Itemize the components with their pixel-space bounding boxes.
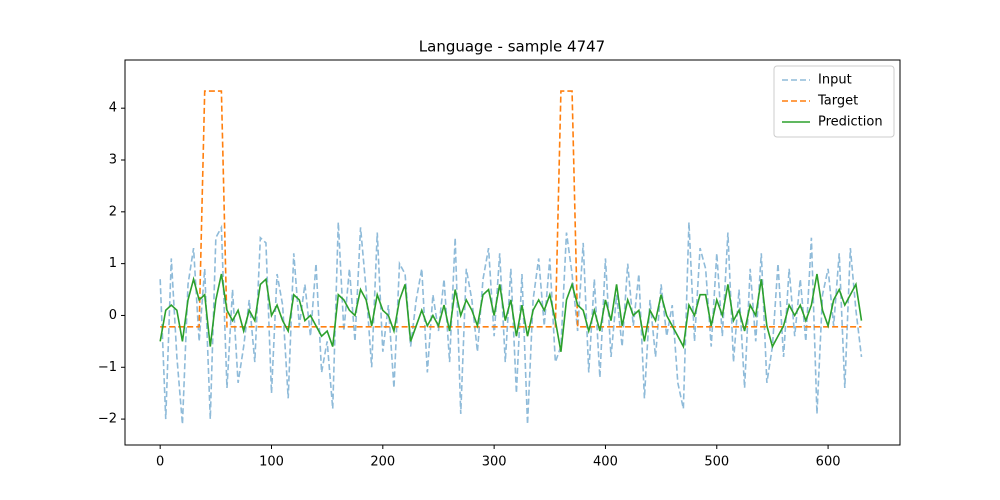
y-tick-label: 2 bbox=[109, 204, 117, 219]
y-tick-label: −1 bbox=[98, 360, 117, 375]
series-line bbox=[159, 222, 863, 425]
y-tick-label: −2 bbox=[98, 412, 117, 427]
series-line bbox=[159, 273, 863, 352]
y-tick-label: 1 bbox=[109, 256, 117, 271]
legend-label: Target bbox=[817, 94, 858, 109]
legend-box bbox=[773, 65, 895, 138]
y-tick-label: 3 bbox=[109, 153, 117, 168]
x-tick-label: 600 bbox=[816, 455, 841, 470]
x-tick-label: 200 bbox=[370, 455, 395, 470]
x-tick-label: 300 bbox=[482, 455, 507, 470]
x-tick-label: 0 bbox=[156, 455, 164, 470]
plot-frame bbox=[124, 59, 901, 446]
series-line bbox=[160, 90, 862, 328]
y-tick-label: 4 bbox=[109, 101, 117, 116]
y-tick-label: 0 bbox=[109, 308, 117, 323]
x-tick-label: 500 bbox=[704, 455, 729, 470]
x-tick-label: 100 bbox=[259, 455, 284, 470]
x-tick-label: 400 bbox=[593, 455, 618, 470]
legend-label: Input bbox=[818, 73, 852, 88]
chart-title: Language - sample 4747 bbox=[419, 38, 605, 56]
legend-label: Prediction bbox=[818, 115, 883, 130]
